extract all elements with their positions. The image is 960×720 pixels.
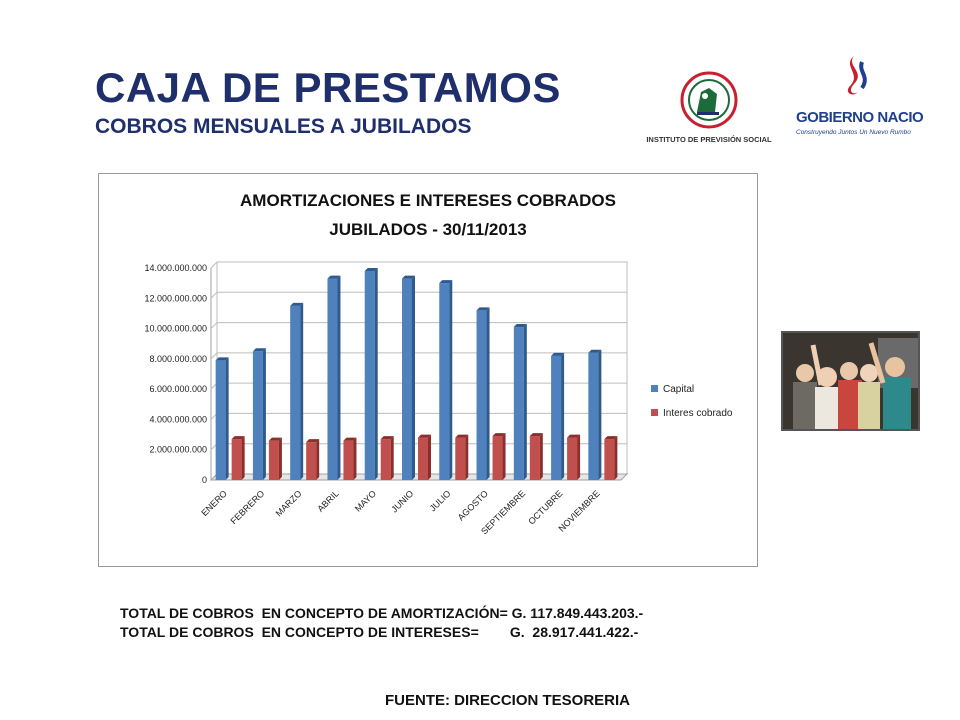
bar-interes bbox=[268, 437, 282, 480]
bar-interes bbox=[306, 439, 320, 480]
totals-block: TOTAL DE COBROS EN CONCEPTO DE AMORTIZAC… bbox=[120, 604, 643, 642]
y-tick-label: 0 bbox=[202, 475, 207, 485]
y-tick-label: 12.000.000.000 bbox=[144, 293, 207, 303]
x-tick-label: MARZO bbox=[274, 488, 304, 518]
x-tick-label: MAYO bbox=[353, 488, 378, 513]
legend-swatch bbox=[651, 385, 658, 392]
retirees-photo bbox=[781, 331, 920, 431]
y-tick-label: 14.000.000.000 bbox=[144, 263, 207, 273]
page-title: CAJA DE PRESTAMOS bbox=[95, 64, 561, 111]
x-tick-label: JULIO bbox=[428, 488, 453, 513]
bar-capital bbox=[476, 307, 490, 480]
x-tick-label: AGOSTO bbox=[456, 488, 490, 522]
bar-capital bbox=[439, 280, 453, 480]
y-tick-label: 4.000.000.000 bbox=[149, 414, 207, 424]
gobierno-nacional-logo: GOBIERNO NACIONAL Construyendo Juntos Un… bbox=[796, 56, 924, 136]
bar-capital bbox=[215, 357, 229, 480]
bar-capital bbox=[252, 348, 266, 480]
bar-interes bbox=[418, 434, 431, 480]
bar-capital bbox=[327, 275, 341, 480]
bar-interes bbox=[604, 436, 618, 480]
total-amortization: TOTAL DE COBROS EN CONCEPTO DE AMORTIZAC… bbox=[120, 605, 644, 621]
bar-capital bbox=[290, 302, 304, 480]
legend-label: Interes cobrado bbox=[663, 408, 733, 419]
page-subtitle: COBROS MENSUALES A JUBILADOS bbox=[95, 115, 472, 138]
gridline-diag bbox=[210, 261, 218, 269]
bar-capital bbox=[588, 349, 602, 480]
bar-capital bbox=[402, 275, 415, 480]
bar-interes bbox=[492, 433, 506, 480]
gridline-diag bbox=[210, 291, 218, 299]
x-tick-label: JUNIO bbox=[389, 488, 415, 514]
bar-interes bbox=[455, 434, 469, 480]
gob-logo-text: GOBIERNO NACIONAL bbox=[796, 109, 924, 126]
x-tick-label: FEBRERO bbox=[228, 488, 266, 526]
gob-logo-tagline: Construyendo Juntos Un Nuevo Rumbo bbox=[796, 129, 911, 136]
source-note: FUENTE: DIRECCION TESORERIA bbox=[0, 692, 960, 709]
gridline-diag bbox=[210, 322, 218, 329]
chart-title: AMORTIZACIONES E INTERESES COBRADOS bbox=[240, 191, 616, 210]
y-tick-label: 6.000.000.000 bbox=[149, 384, 207, 394]
source-text: FUENTE: DIRECCION TESORERIA bbox=[384, 692, 630, 709]
bar-interes bbox=[380, 436, 394, 480]
gridline-diag bbox=[210, 352, 218, 360]
bar-capital bbox=[364, 268, 378, 480]
ips-logo: INSTITUTO DE PREVISIÓN SOCIAL bbox=[645, 66, 773, 148]
x-tick-label: ENERO bbox=[199, 488, 229, 518]
y-tick-label: 8.000.000.000 bbox=[149, 354, 207, 364]
bar-capital bbox=[551, 352, 565, 480]
legend-swatch bbox=[651, 409, 658, 416]
x-tick-label: ABRIL bbox=[315, 488, 340, 513]
bar-interes bbox=[231, 436, 245, 480]
total-interest: TOTAL DE COBROS EN CONCEPTO DE INTERESES… bbox=[120, 624, 639, 640]
bar-chart: AMORTIZACIONES E INTERESES COBRADOS JUBIL… bbox=[144, 191, 733, 536]
x-tick-label: OCTUBRE bbox=[526, 488, 564, 526]
ips-logo-text: INSTITUTO DE PREVISIÓN SOCIAL bbox=[646, 135, 772, 144]
bar-interes bbox=[529, 433, 543, 480]
chart-subtitle: JUBILADOS - 30/11/2013 bbox=[329, 220, 526, 239]
bar-capital bbox=[513, 324, 527, 480]
legend-label: Capital bbox=[663, 384, 694, 395]
chart-panel: AMORTIZACIONES E INTERESES COBRADOS JUBIL… bbox=[98, 173, 758, 567]
y-tick-label: 10.000.000.000 bbox=[144, 324, 207, 334]
bar-interes bbox=[567, 434, 581, 480]
bar-interes bbox=[343, 437, 357, 480]
y-tick-label: 2.000.000.000 bbox=[149, 445, 207, 455]
